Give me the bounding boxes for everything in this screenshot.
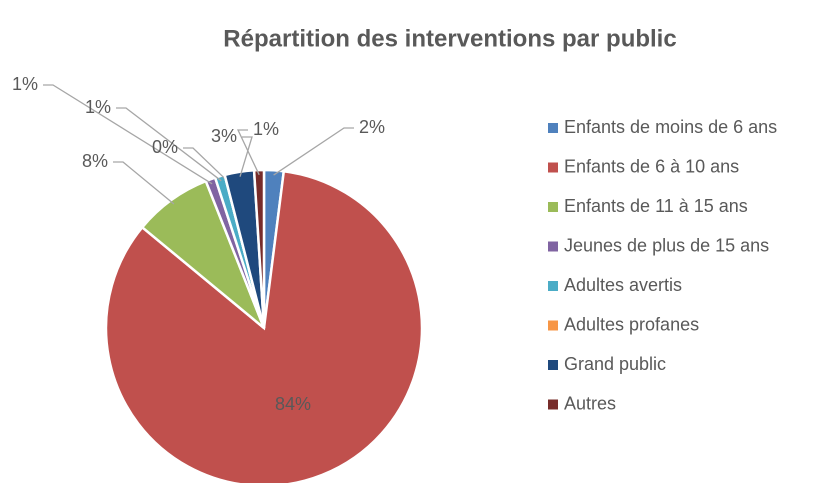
leader-line [236,129,260,176]
leader-line [273,127,354,176]
legend-swatch [548,320,558,331]
legend-swatch [548,162,558,173]
legend-swatch [548,202,558,212]
leader-line [116,107,222,182]
data-label: 2% [359,117,385,137]
legend-label: Jeunes de plus de 15 ans [564,235,769,255]
leader-line [43,84,213,185]
legend-label: Autres [564,393,616,413]
legend-swatch [548,241,558,252]
legend-swatch [548,399,558,410]
data-label: 1% [253,119,279,139]
leader-line [183,147,227,181]
legend-swatch [548,360,558,370]
legend-label: Adultes profanes [564,314,699,334]
data-label: 1% [85,97,111,117]
legend-label: Adultes avertis [564,275,682,295]
pie-slice [252,168,266,329]
legend-label: Enfants de moins de 6 ans [564,117,777,137]
data-label: 8% [82,151,108,171]
data-label: 0% [152,137,178,157]
leader-line [239,136,253,177]
pie-slice [104,169,424,483]
chart-title: Répartition des interventions par public [223,25,676,52]
data-label: 84% [275,394,311,414]
legend-swatch [548,281,558,291]
data-label: 3% [211,126,237,146]
legend-label: Enfants de 11 à 15 ans [564,196,748,216]
legend-label: Grand public [564,354,666,374]
data-label: 1% [12,74,38,94]
legend-label: Enfants de 6 à 10 ans [564,156,739,176]
leader-line [113,161,175,205]
legend-swatch [548,123,558,133]
